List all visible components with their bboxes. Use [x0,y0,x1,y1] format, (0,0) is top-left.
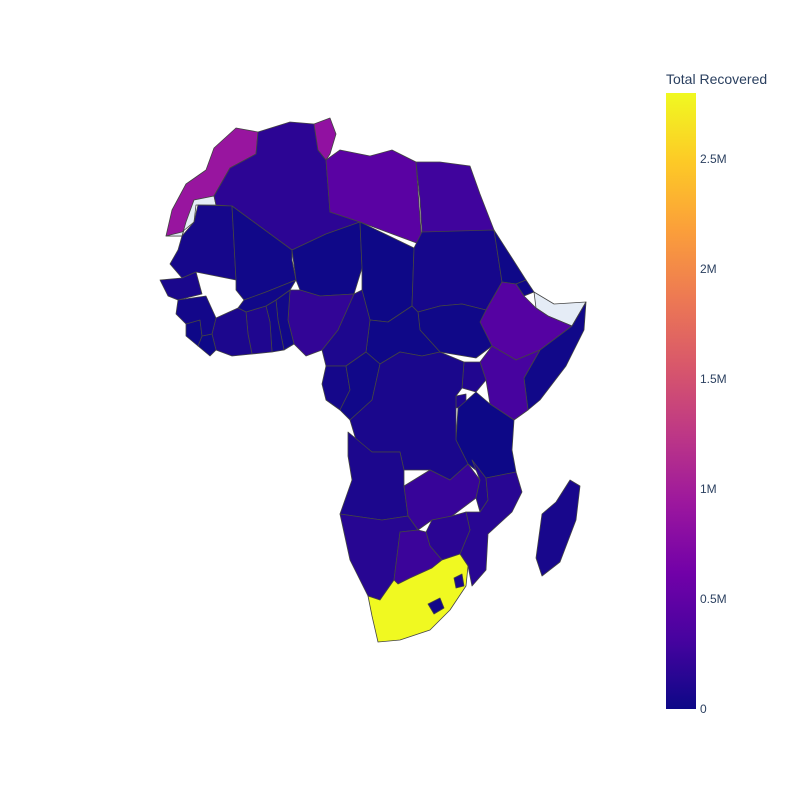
country-mauritania[interactable] [169,204,237,281]
colorbar-tick-label: 2.5M [700,152,727,166]
country-south-africa[interactable] [367,553,469,643]
country-mozambique[interactable] [459,471,523,587]
colorbar-tick-label: 2M [700,262,717,276]
colorbar-gradient [666,93,696,709]
country-tunisia[interactable] [313,117,337,161]
country-senegal[interactable] [159,271,203,301]
country-sudan[interactable] [411,229,503,313]
colorbar-tick-label: 0.5M [700,592,727,606]
colorbar-tick-label: 1M [700,482,717,496]
country-lesotho[interactable] [427,597,445,615]
countries-layer [159,117,587,643]
colorbar-tick-label: 0 [700,702,707,716]
country-ivory-coast[interactable] [211,307,253,357]
country-egypt[interactable] [415,161,495,241]
colorbar-tick-label: 1.5M [700,372,727,386]
country-guinea[interactable] [175,295,217,337]
country-madagascar[interactable] [535,479,581,577]
country-sierra-leone[interactable] [185,319,203,347]
country-eswatini[interactable] [453,573,465,589]
colorbar-title: Total Recovered [666,71,768,87]
